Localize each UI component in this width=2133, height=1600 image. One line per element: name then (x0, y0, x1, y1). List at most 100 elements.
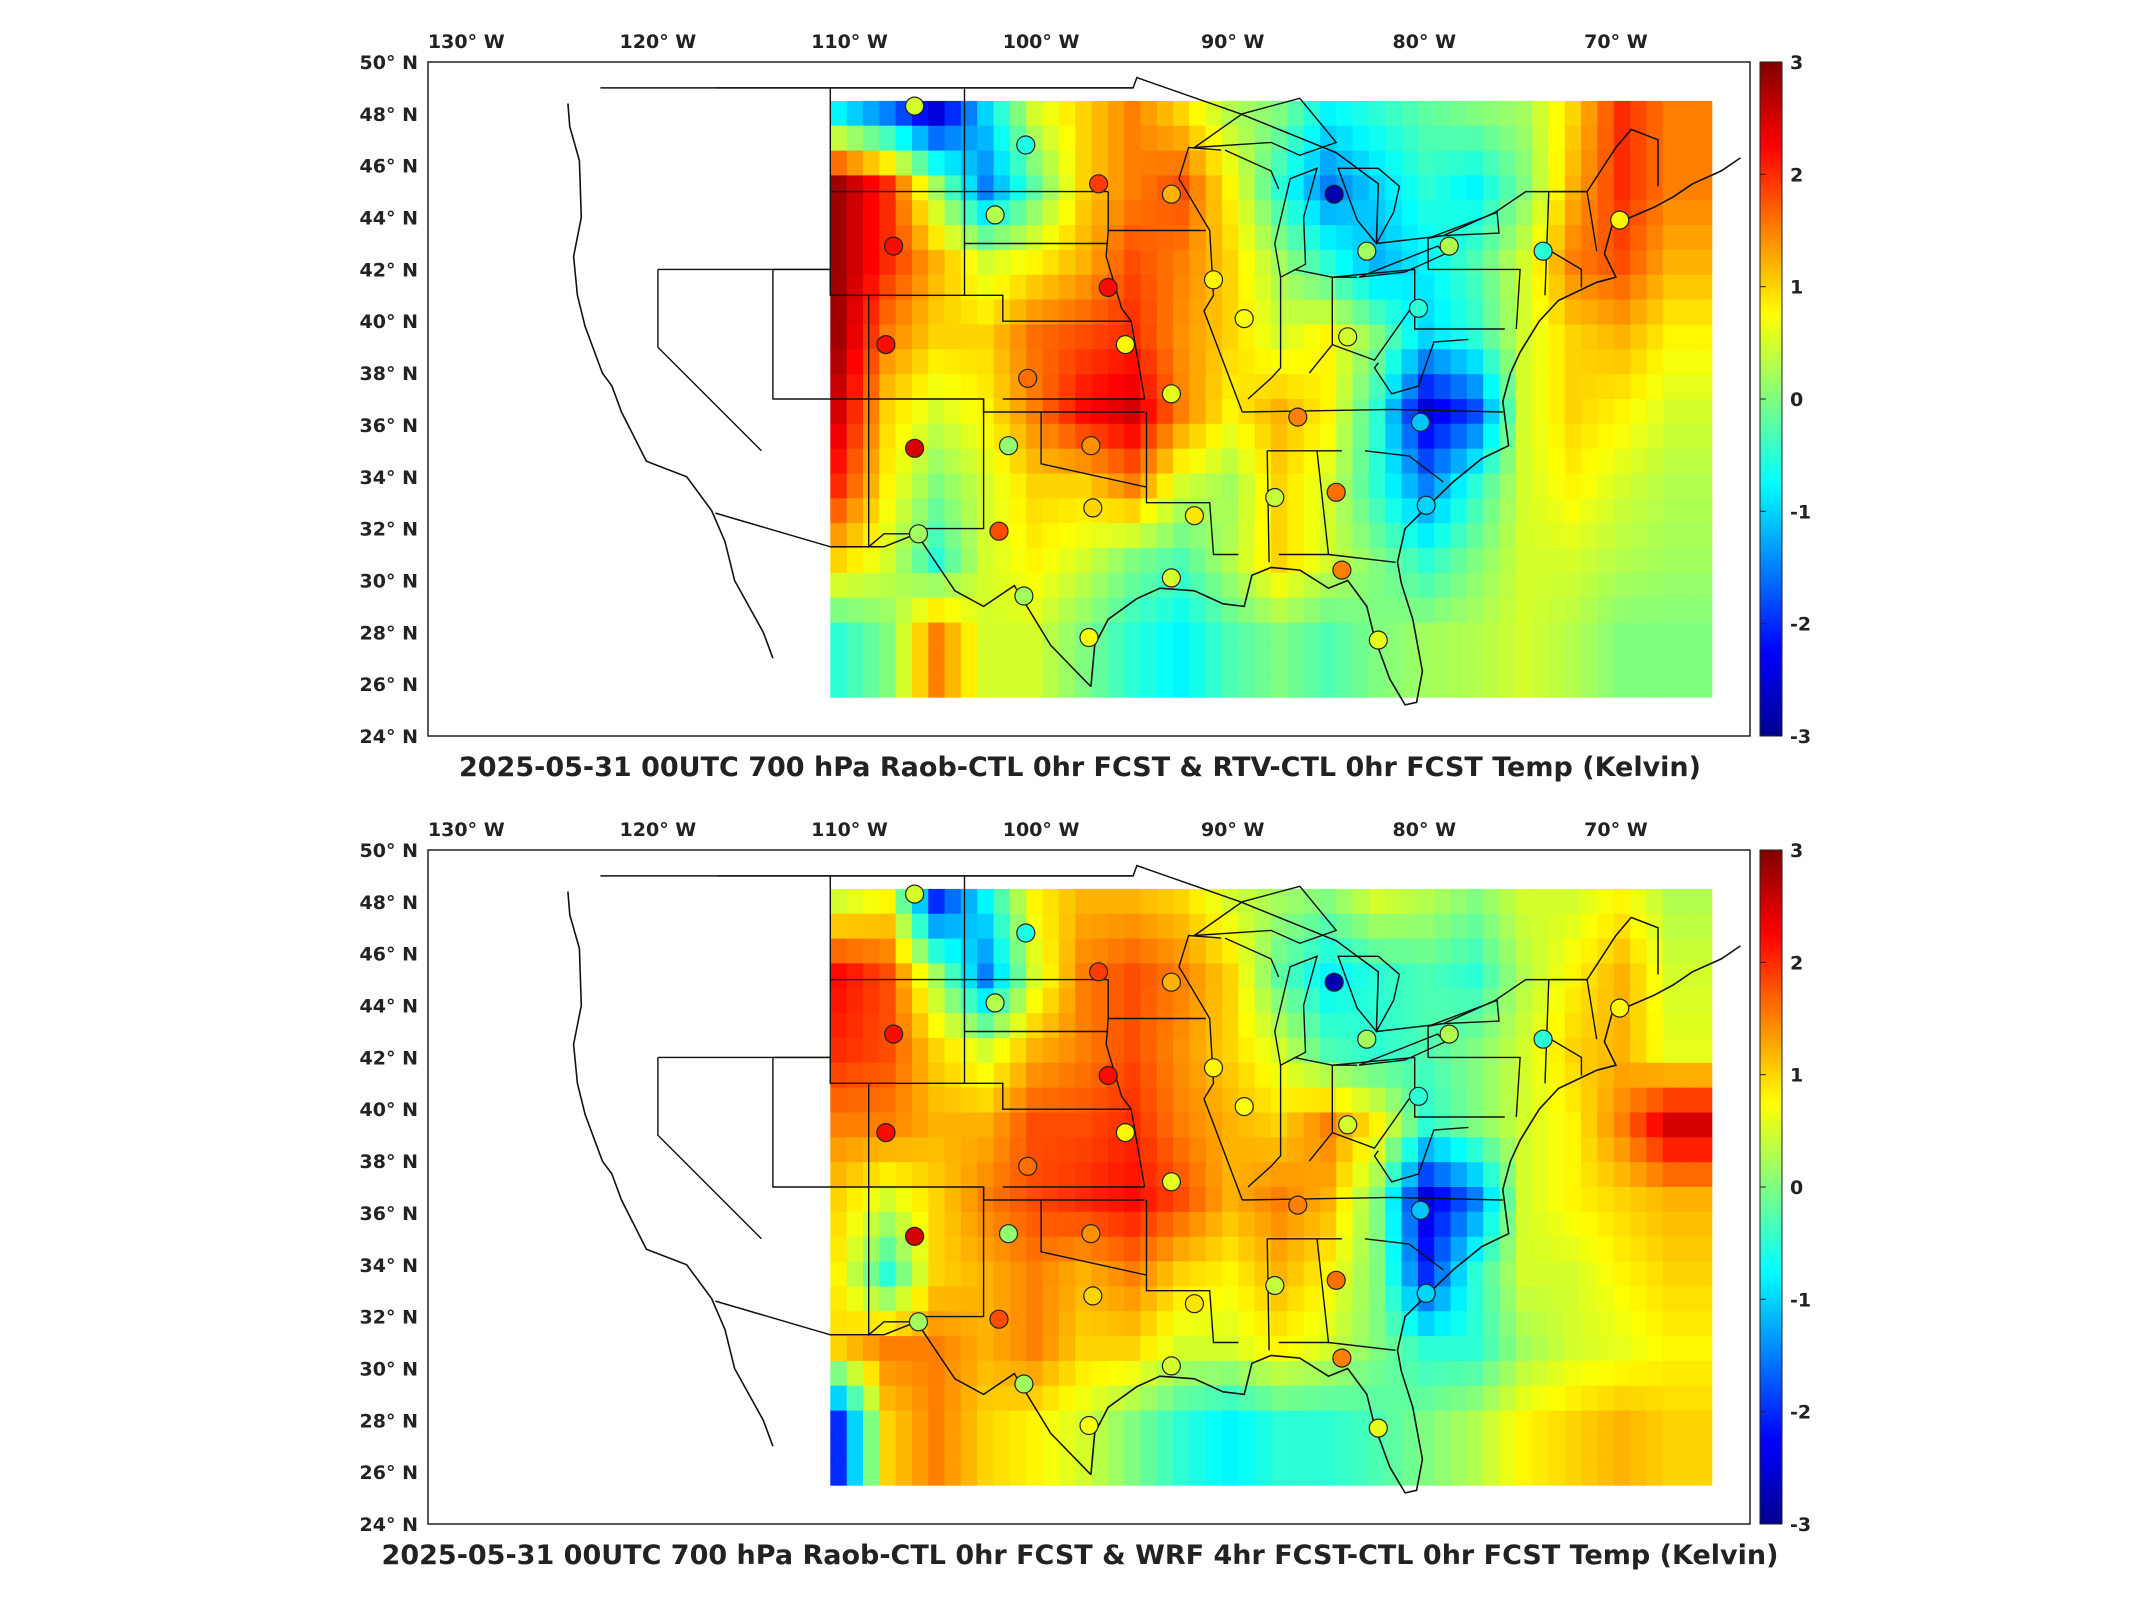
field-cell (1042, 988, 1060, 1014)
field-cell (1303, 647, 1321, 673)
field-cell (1466, 473, 1484, 499)
field-cell (1303, 225, 1321, 251)
field-cell (1483, 448, 1501, 475)
great-lake-outline (1274, 167, 1319, 279)
latitude-label: 26° N (360, 1462, 418, 1484)
field-cell (1450, 498, 1468, 524)
field-cell (928, 1062, 946, 1089)
field-cell (1320, 523, 1337, 549)
field-cell (1173, 1211, 1190, 1238)
field-cell (1499, 175, 1517, 201)
field-cell (1695, 647, 1713, 673)
field-cell (1401, 125, 1419, 152)
field-cell (863, 913, 880, 940)
field-cell (1581, 1087, 1598, 1113)
field-cell (1646, 1460, 1664, 1486)
field-cell (1450, 1410, 1468, 1436)
field-cell (1515, 1360, 1533, 1387)
field-cell (1597, 100, 1615, 127)
field-cell (1515, 1211, 1533, 1238)
field-cell (1646, 374, 1664, 400)
field-cell (1417, 324, 1435, 350)
field-cell (928, 1410, 946, 1436)
field-cell (1336, 672, 1354, 698)
field-cell (1564, 572, 1582, 599)
field-cell (830, 1261, 848, 1287)
field-cell (1058, 374, 1076, 400)
field-cell (928, 913, 946, 940)
field-cell (1042, 938, 1060, 964)
field-cell (1630, 938, 1647, 964)
latitude-label: 30° N (360, 1359, 418, 1381)
field-cell (1564, 150, 1582, 176)
field-cell (960, 572, 978, 599)
field-cell (1613, 1311, 1631, 1337)
state-border (1145, 1200, 1239, 1344)
field-cell (1434, 349, 1452, 375)
field-cell (1483, 1236, 1501, 1263)
field-cell (1107, 988, 1125, 1014)
field-cell (977, 1261, 995, 1287)
field-cell (895, 349, 913, 375)
field-cell (1222, 274, 1239, 301)
field-cell (993, 100, 1011, 127)
field-cell (944, 1410, 962, 1436)
field-cell (960, 913, 978, 940)
field-cell (1564, 448, 1582, 475)
field-cell (1695, 274, 1713, 301)
field-cell (1515, 1137, 1533, 1163)
field-cell (1401, 150, 1419, 176)
field-cell (879, 647, 897, 673)
field-cell (895, 938, 913, 964)
field-cell (1450, 448, 1468, 475)
field-cell (1564, 125, 1582, 152)
field-cell (960, 888, 978, 915)
field-cell (1189, 1137, 1207, 1163)
field-cell (977, 622, 995, 648)
field-cell (1450, 938, 1468, 964)
field-cell (1058, 523, 1076, 549)
field-cell (1662, 200, 1680, 226)
field-cell (1499, 150, 1517, 176)
field-cell (1107, 1137, 1125, 1163)
field-cell (1189, 597, 1207, 624)
field-cell (1662, 448, 1680, 475)
field-cell (1548, 647, 1566, 673)
field-cell (1320, 448, 1337, 475)
field-cell (830, 1087, 848, 1113)
field-cell (1222, 1137, 1239, 1163)
field-cell (1368, 1187, 1386, 1213)
field-cell (1499, 1162, 1517, 1188)
field-cell (1320, 150, 1337, 176)
field-cell (1058, 498, 1076, 524)
field-cell (1564, 249, 1582, 276)
field-cell (1075, 1261, 1093, 1287)
field-cell (1173, 1435, 1190, 1461)
field-cell (1613, 1162, 1631, 1188)
field-cell (1009, 1137, 1027, 1163)
field-cell (1189, 647, 1207, 673)
raob-station-marker (1081, 436, 1101, 456)
field-cell (1009, 473, 1027, 499)
field-cell (1401, 423, 1419, 450)
colorbar-tick-label: -3 (1790, 726, 1811, 748)
field-cell (1238, 1013, 1256, 1039)
field-cell (1613, 1062, 1631, 1089)
field-cell (1173, 597, 1190, 624)
field-cell (1401, 523, 1419, 549)
field-cell (1303, 988, 1321, 1014)
field-cell (1156, 523, 1174, 549)
field-cell (1124, 1435, 1141, 1461)
field-cell (1124, 1037, 1141, 1064)
field-cell (1630, 1460, 1647, 1486)
field-cell (1303, 1187, 1321, 1213)
field-cell (1679, 399, 1696, 425)
field-cell (1352, 1410, 1370, 1436)
field-cell (830, 1460, 848, 1486)
field-cell (830, 274, 848, 301)
field-cell (1662, 523, 1680, 549)
field-cell (1515, 150, 1533, 176)
field-cell (863, 1311, 880, 1337)
field-cell (1287, 423, 1305, 450)
field-cell (895, 963, 913, 989)
